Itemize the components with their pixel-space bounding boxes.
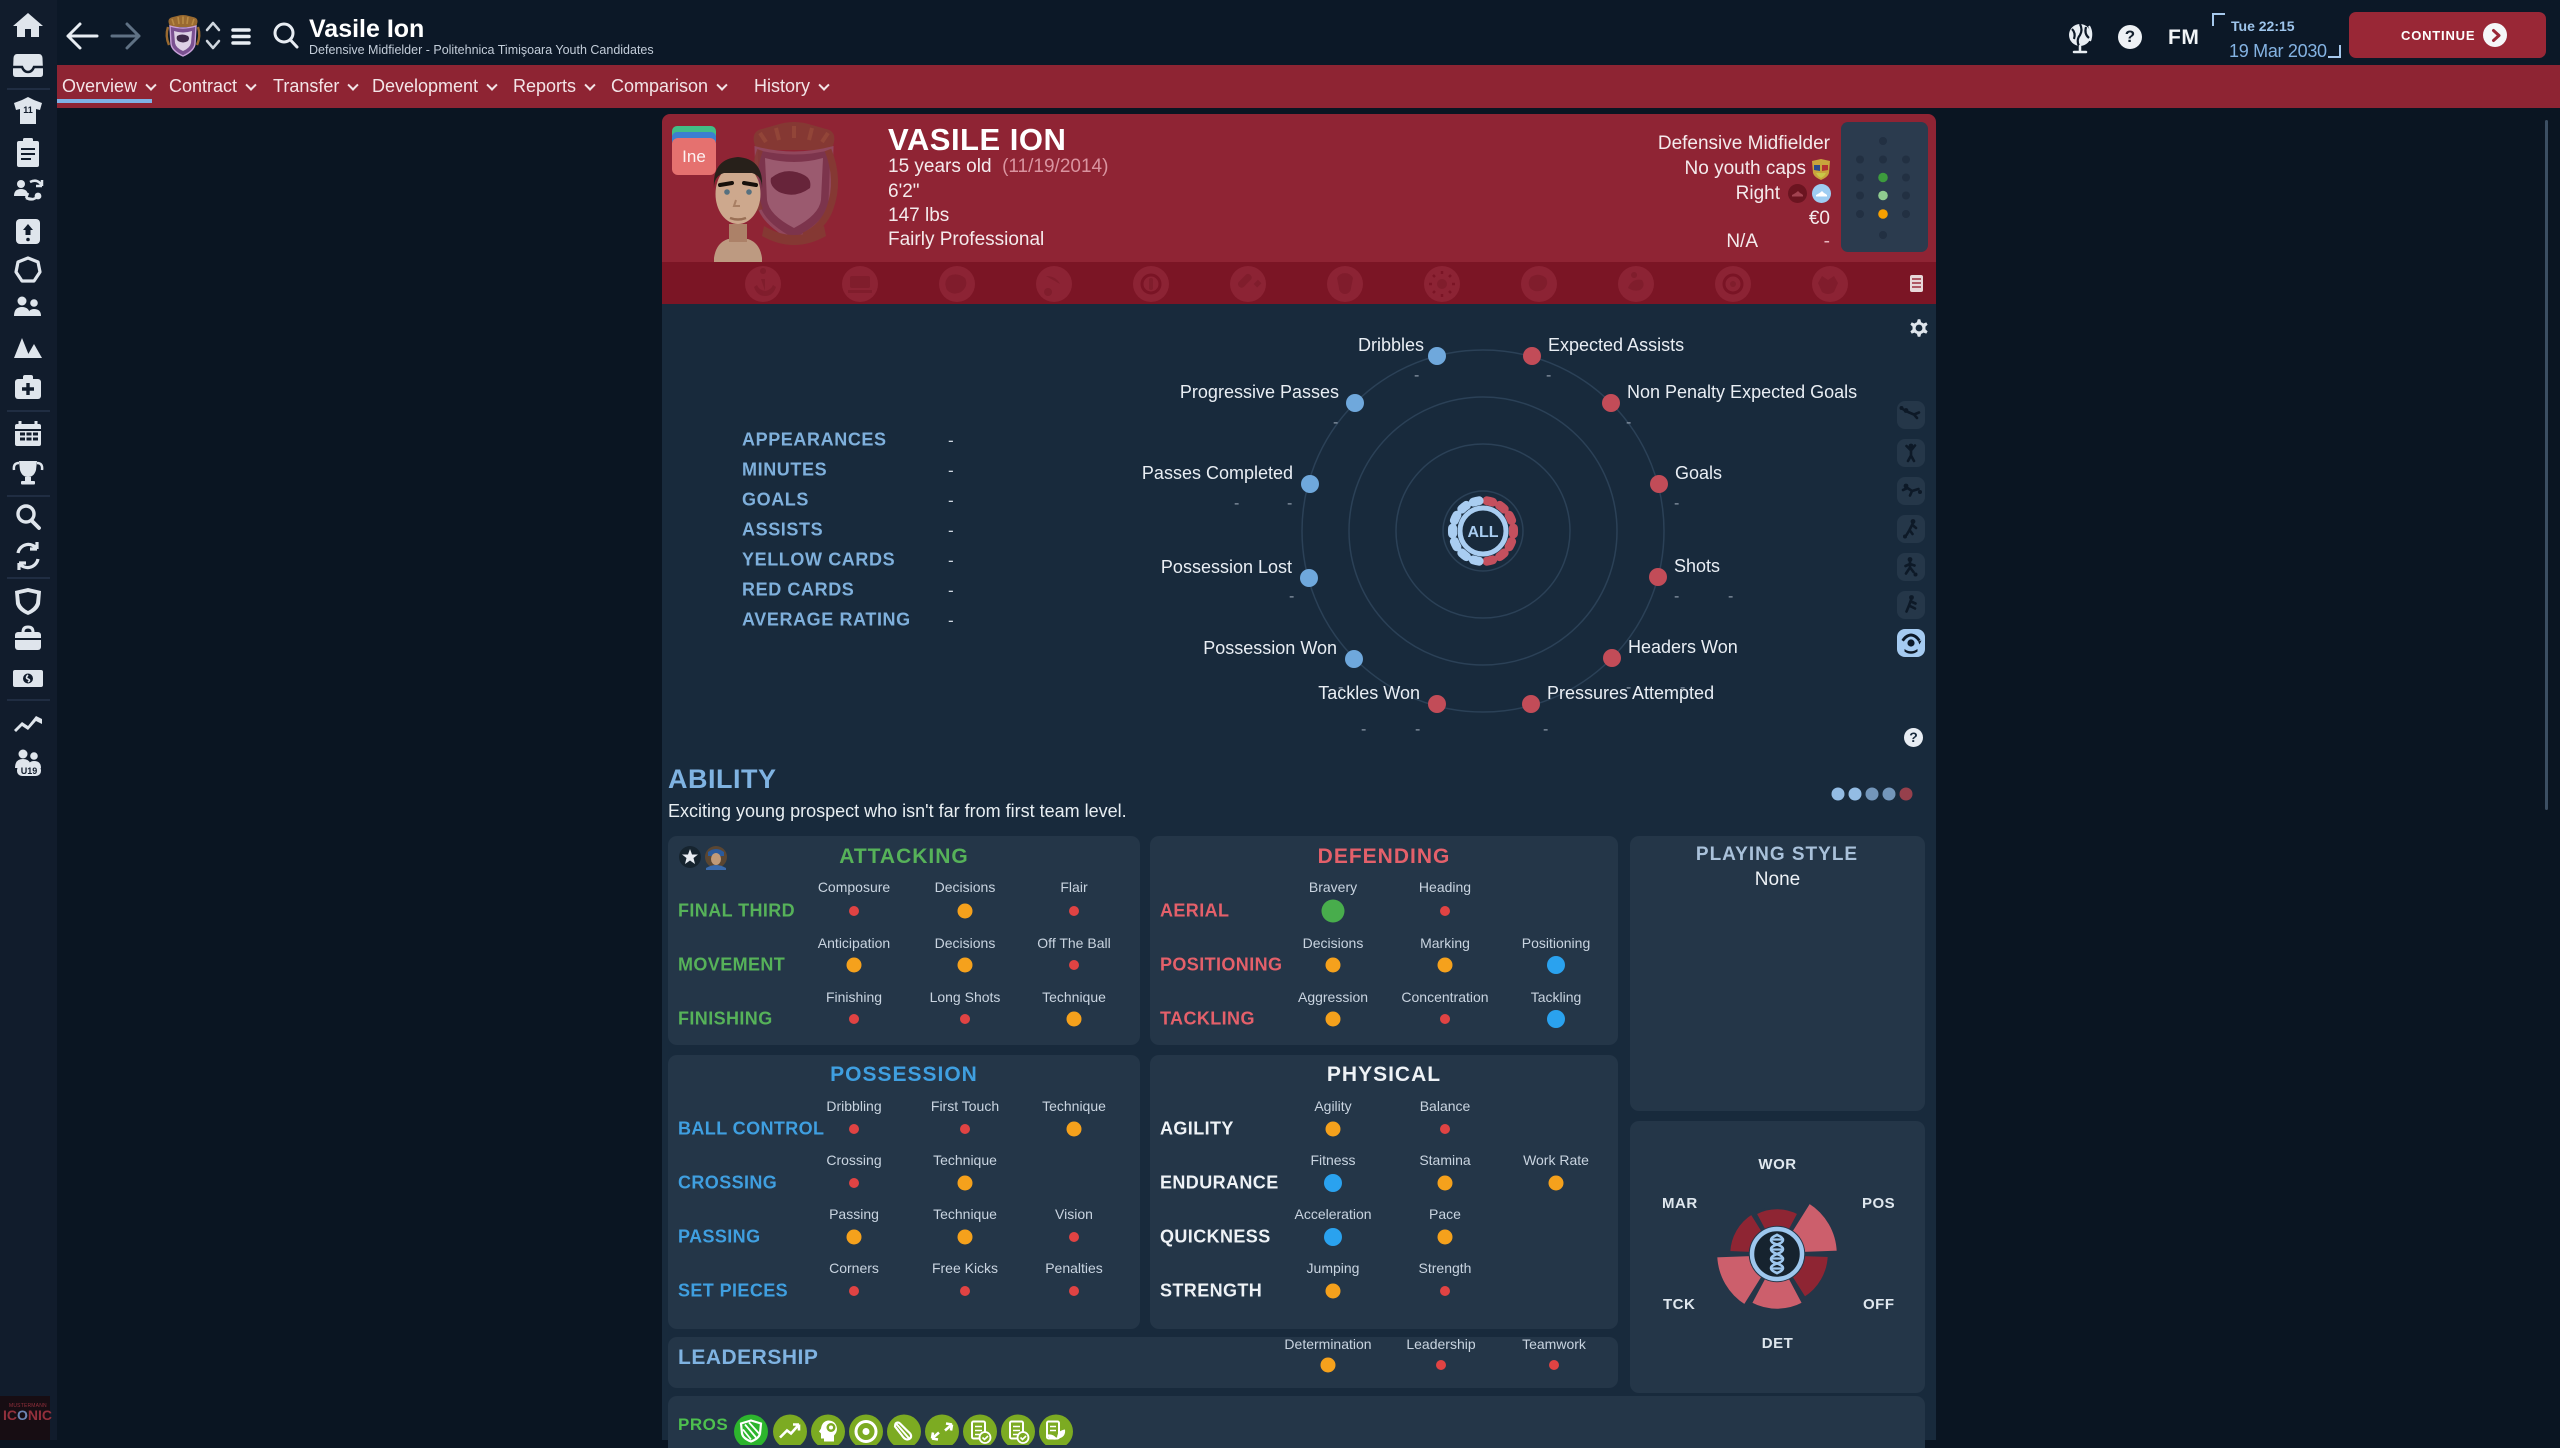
svg-text:Headers Won: Headers Won [1628, 637, 1738, 657]
svg-text:Expected Assists: Expected Assists [1548, 335, 1684, 355]
svg-text:-: - [1626, 679, 1631, 696]
svg-text:Dribbles: Dribbles [1358, 335, 1424, 355]
svg-text:Possession Lost: Possession Lost [1161, 557, 1292, 577]
svg-text:-: - [1333, 414, 1338, 431]
svg-text:-: - [1626, 414, 1631, 431]
svg-text:Tackles Won: Tackles Won [1318, 683, 1420, 703]
svg-text:Pressures Attempted: Pressures Attempted [1547, 683, 1714, 703]
svg-text:-: - [1543, 721, 1548, 738]
svg-text:-: - [1728, 588, 1733, 605]
svg-text:Possession Won: Possession Won [1203, 638, 1337, 658]
svg-text:Passes Completed: Passes Completed [1142, 463, 1293, 483]
svg-text:-: - [1287, 495, 1292, 512]
svg-text:-: - [1234, 495, 1239, 512]
svg-text:-: - [1674, 588, 1679, 605]
svg-text:11: 11 [23, 105, 33, 115]
svg-text:U19: U19 [21, 766, 38, 776]
svg-text:-: - [1674, 495, 1679, 512]
svg-text:-: - [1289, 588, 1294, 605]
svg-text:-: - [1546, 367, 1551, 384]
svg-text:-: - [1361, 721, 1366, 738]
svg-text:Shots: Shots [1674, 556, 1720, 576]
svg-text:Non Penalty Expected Goals: Non Penalty Expected Goals [1627, 382, 1857, 402]
svg-text:-: - [1338, 679, 1343, 696]
svg-text:Goals: Goals [1675, 463, 1722, 483]
svg-text:Progressive Passes: Progressive Passes [1180, 382, 1339, 402]
svg-text:-: - [1680, 679, 1685, 696]
svg-text:-: - [1415, 721, 1420, 738]
svg-text:ALL: ALL [1467, 524, 1498, 541]
svg-text:-: - [1414, 367, 1419, 384]
